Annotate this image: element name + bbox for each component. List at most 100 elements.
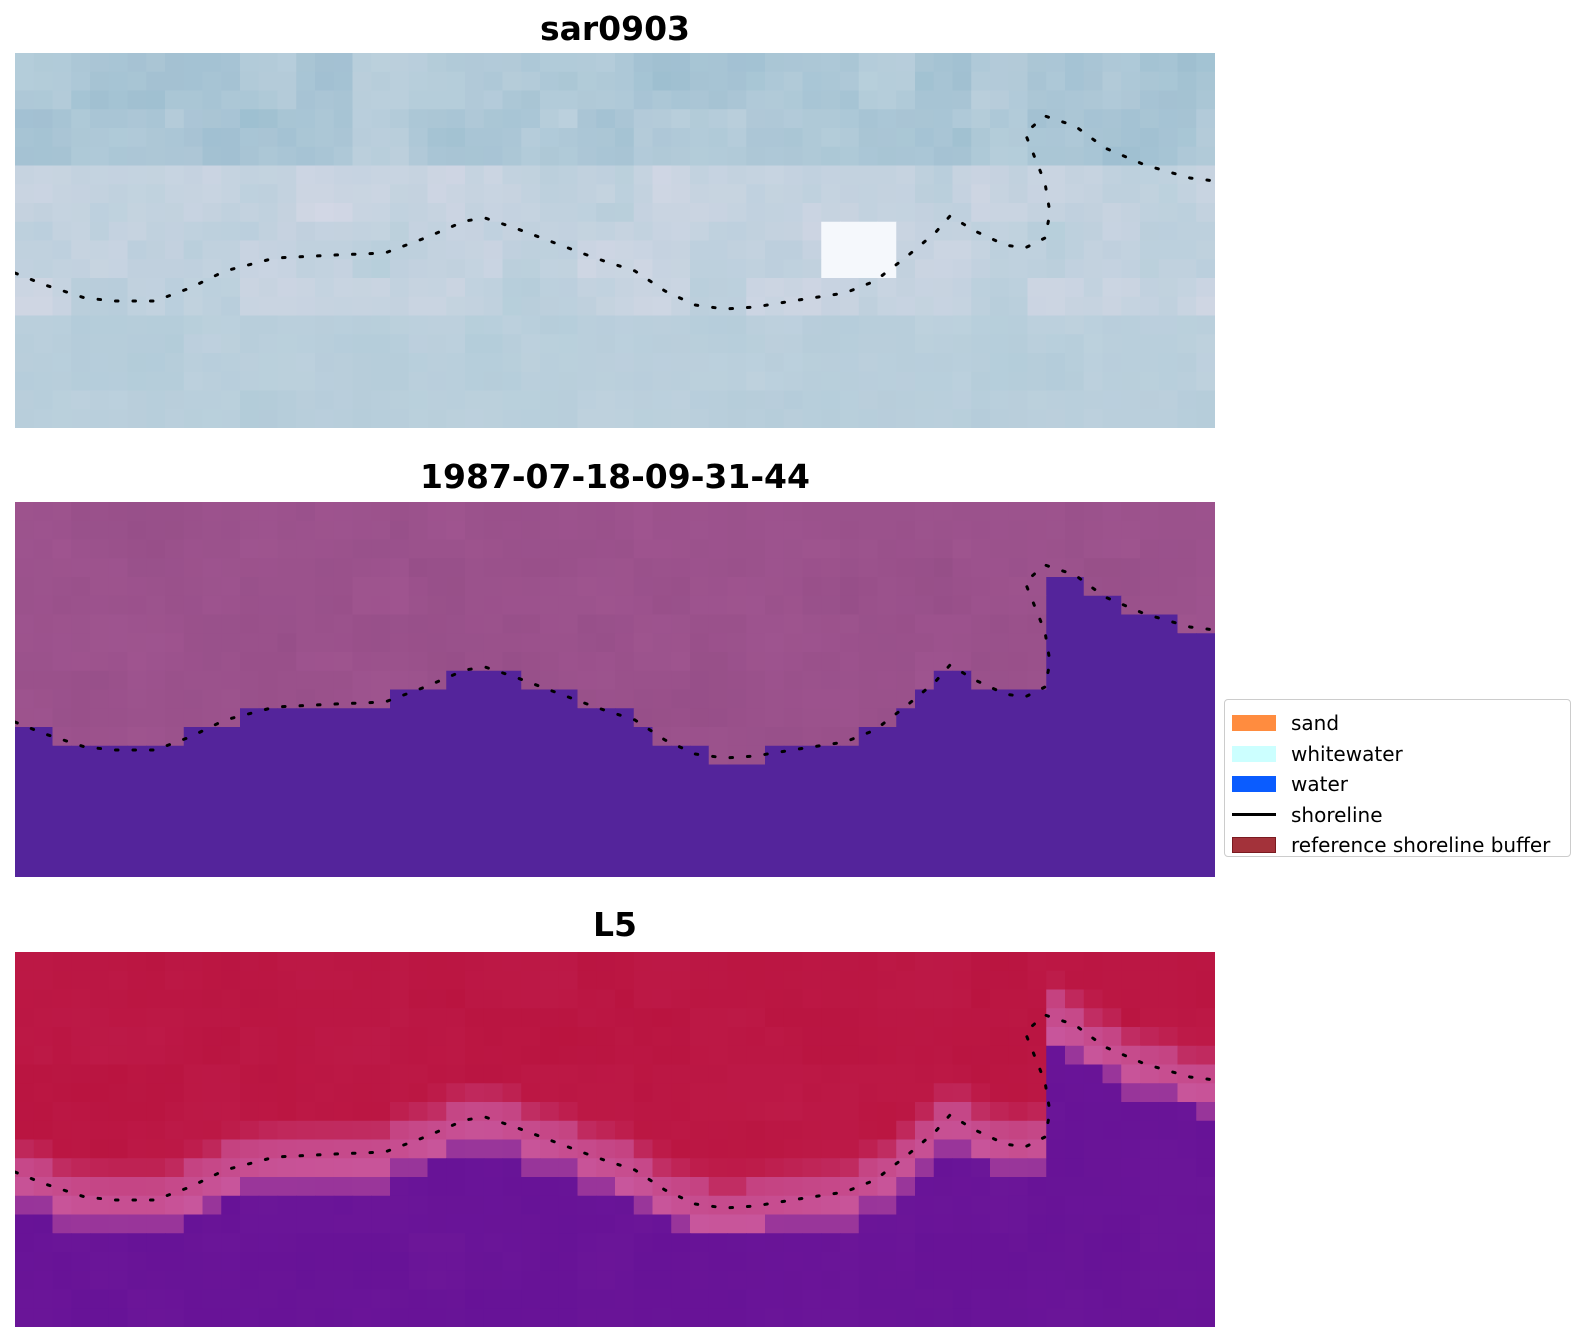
image-pixel bbox=[1121, 764, 1141, 784]
image-pixel bbox=[296, 1289, 316, 1309]
image-pixel bbox=[52, 1158, 72, 1178]
image-pixel bbox=[390, 1233, 410, 1253]
image-pixel bbox=[746, 1252, 766, 1272]
image-pixel bbox=[465, 221, 485, 242]
image-pixel bbox=[1083, 1308, 1104, 1327]
image-pixel bbox=[502, 1158, 522, 1178]
image-pixel bbox=[933, 390, 954, 410]
image-pixel bbox=[821, 820, 841, 841]
image-pixel bbox=[146, 203, 166, 223]
image-pixel bbox=[390, 146, 410, 167]
image-pixel bbox=[502, 1083, 522, 1103]
image-pixel bbox=[896, 764, 916, 784]
image-pixel bbox=[90, 1308, 110, 1327]
image-pixel bbox=[90, 221, 110, 242]
image-pixel bbox=[33, 839, 54, 859]
image-pixel bbox=[1083, 109, 1104, 129]
image-pixel bbox=[858, 802, 879, 822]
image-pixel bbox=[596, 745, 616, 766]
image-pixel bbox=[33, 802, 54, 822]
image-pixel bbox=[296, 989, 316, 1009]
image-pixel bbox=[1046, 296, 1066, 317]
image-pixel bbox=[333, 53, 354, 73]
image-pixel bbox=[1008, 1289, 1029, 1309]
image-pixel bbox=[277, 221, 297, 242]
image-pixel bbox=[202, 371, 222, 392]
image-pixel bbox=[483, 1064, 504, 1084]
image-pixel bbox=[765, 1158, 785, 1178]
image-pixel bbox=[915, 708, 935, 728]
image-pixel bbox=[315, 1083, 335, 1103]
image-pixel bbox=[465, 1102, 485, 1122]
image-pixel bbox=[558, 1195, 579, 1216]
image-pixel bbox=[315, 109, 335, 129]
image-pixel bbox=[990, 858, 1010, 877]
image-pixel bbox=[71, 296, 91, 317]
image-pixel bbox=[52, 558, 72, 578]
image-pixel bbox=[915, 970, 935, 991]
image-pixel bbox=[746, 259, 766, 279]
image-pixel bbox=[296, 278, 316, 298]
image-pixel bbox=[521, 764, 541, 784]
image-pixel bbox=[258, 1195, 279, 1216]
image-pixel bbox=[71, 952, 91, 972]
image-pixel bbox=[652, 989, 672, 1009]
image-pixel bbox=[840, 595, 860, 616]
image-pixel bbox=[296, 71, 316, 92]
image-pixel bbox=[933, 90, 954, 110]
image-pixel bbox=[802, 970, 822, 991]
image-pixel bbox=[352, 633, 372, 653]
image-pixel bbox=[746, 652, 766, 672]
image-pixel bbox=[1008, 371, 1029, 392]
image-pixel bbox=[1121, 353, 1141, 373]
image-pixel bbox=[483, 1195, 504, 1216]
image-pixel bbox=[896, 802, 916, 822]
image-pixel bbox=[802, 689, 822, 709]
image-pixel bbox=[933, 858, 954, 877]
image-pixel bbox=[652, 203, 672, 223]
image-pixel bbox=[746, 502, 766, 522]
image-pixel bbox=[952, 502, 972, 522]
image-pixel bbox=[127, 708, 147, 728]
image-pixel bbox=[1102, 1214, 1122, 1234]
image-pixel bbox=[52, 109, 72, 129]
image-pixel bbox=[277, 745, 297, 766]
image-pixel bbox=[465, 502, 485, 522]
image-pixel bbox=[858, 315, 879, 335]
image-pixel bbox=[446, 708, 466, 728]
image-pixel bbox=[483, 1139, 504, 1159]
image-pixel bbox=[202, 689, 222, 709]
image-pixel bbox=[502, 53, 522, 73]
image-pixel bbox=[915, 633, 935, 653]
image-pixel bbox=[952, 595, 972, 616]
image-pixel bbox=[540, 614, 560, 634]
image-pixel bbox=[783, 1158, 804, 1178]
image-pixel bbox=[465, 989, 485, 1009]
image-pixel bbox=[858, 745, 879, 766]
image-pixel bbox=[1065, 1195, 1085, 1216]
image-pixel bbox=[1121, 259, 1141, 279]
image-pixel bbox=[877, 783, 897, 803]
image-pixel bbox=[933, 502, 954, 522]
image-pixel bbox=[821, 296, 841, 317]
image-pixel bbox=[671, 109, 691, 129]
image-pixel bbox=[765, 577, 785, 597]
image-pixel bbox=[971, 371, 991, 392]
image-pixel bbox=[1027, 390, 1047, 410]
image-pixel bbox=[540, 203, 560, 223]
image-pixel bbox=[352, 71, 372, 92]
image-pixel bbox=[277, 259, 297, 279]
image-pixel bbox=[71, 558, 91, 578]
image-pixel bbox=[352, 858, 372, 877]
image-pixel bbox=[183, 334, 204, 354]
image-pixel bbox=[240, 708, 260, 728]
image-pixel bbox=[1065, 1158, 1085, 1178]
image-pixel bbox=[52, 1120, 72, 1141]
image-pixel bbox=[652, 783, 672, 803]
image-pixel bbox=[183, 577, 204, 597]
image-pixel bbox=[821, 839, 841, 859]
image-pixel bbox=[1158, 727, 1179, 747]
image-pixel bbox=[971, 595, 991, 616]
image-pixel bbox=[1046, 670, 1066, 691]
image-pixel bbox=[15, 1177, 35, 1197]
